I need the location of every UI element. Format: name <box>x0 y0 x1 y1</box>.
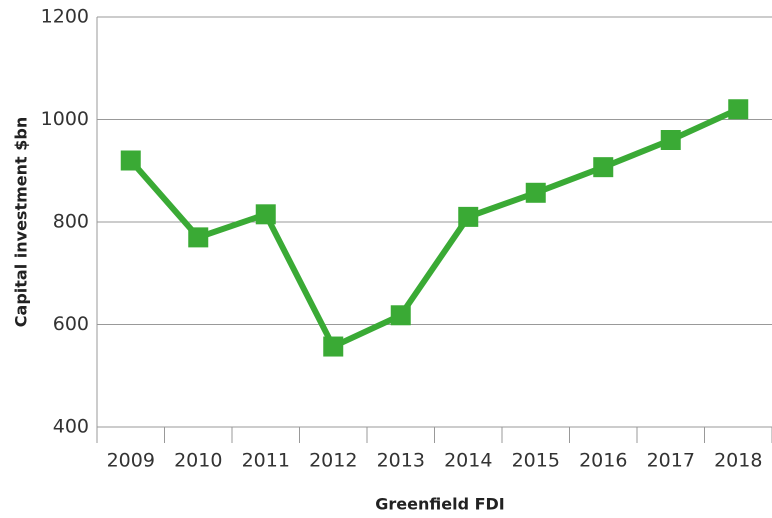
x-tick-label: 2016 <box>579 450 627 472</box>
marker <box>390 305 411 326</box>
y-axis-title: Capital investment $bn <box>12 117 31 327</box>
x-tick-label: 2013 <box>377 450 425 472</box>
marker <box>255 204 276 225</box>
y-tick-label: 400 <box>53 416 89 438</box>
marker <box>188 227 209 248</box>
y-tick-label: 1200 <box>41 6 89 28</box>
x-tick-label: 2015 <box>512 450 560 472</box>
marker <box>120 150 141 171</box>
marker <box>660 130 681 150</box>
marker <box>593 157 614 178</box>
x-tick-label: 2012 <box>309 450 357 472</box>
marker <box>458 206 479 227</box>
line <box>128 106 740 350</box>
x-tick-label: 2010 <box>174 450 222 472</box>
y-tick-label: 1000 <box>41 108 89 130</box>
marker <box>323 336 344 357</box>
x-tick-label: 2014 <box>444 450 492 472</box>
x-tick-label: 2011 <box>242 450 290 472</box>
y-tick-label: 600 <box>53 313 89 335</box>
marker <box>728 99 749 120</box>
x-tick-label: 2017 <box>647 450 695 472</box>
x-tick-label: 2018 <box>714 450 762 472</box>
y-tick-label: 800 <box>53 211 89 233</box>
marker <box>525 182 546 203</box>
x-tick-label: 2009 <box>107 450 155 472</box>
x-axis-title: Greenfield FDI <box>375 495 505 514</box>
